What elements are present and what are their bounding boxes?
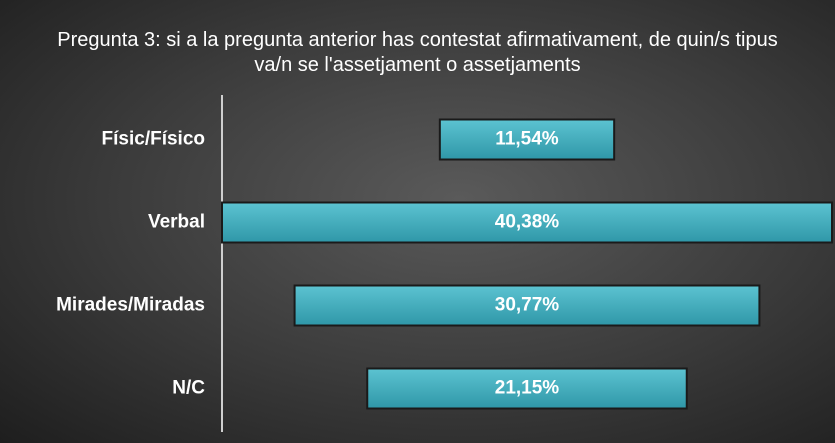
bar xyxy=(221,201,833,244)
bar xyxy=(366,367,688,410)
bar xyxy=(438,118,616,161)
chart-title: Pregunta 3: si a la pregunta anterior ha… xyxy=(57,29,778,76)
value-label: 40,38% xyxy=(495,212,560,233)
category-label: Verbal xyxy=(148,212,205,233)
bar xyxy=(293,284,761,327)
value-label: 11,54% xyxy=(495,129,558,150)
category-label: Mirades/Miradas xyxy=(56,295,205,316)
category-label: N/C xyxy=(172,378,205,399)
value-label: 30,77% xyxy=(495,295,560,316)
category-label: Físic/Físico xyxy=(102,129,205,150)
value-label: 21,15% xyxy=(495,378,560,399)
